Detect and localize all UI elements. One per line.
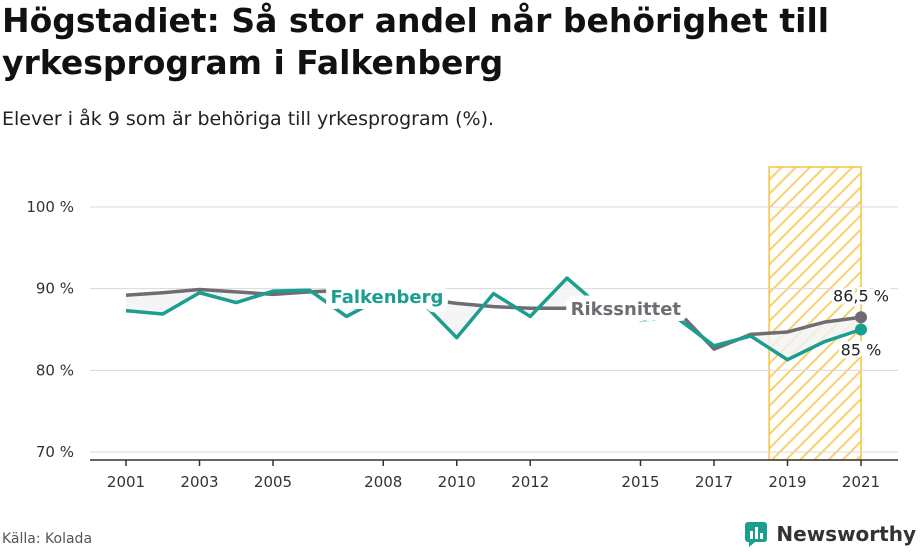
end-value-label: 85 %: [841, 341, 882, 360]
series-line-falkenberg: [125, 276, 862, 362]
grid: [90, 206, 898, 453]
x-tick-label: 2001: [107, 473, 145, 491]
series-lines: [125, 276, 862, 362]
x-tick-label: 2012: [511, 473, 549, 491]
chart-title: Högstadiet: Så stor andel når behörighet…: [2, 1, 830, 82]
end-value-label: 86,5 %: [833, 286, 889, 305]
end-point: [855, 323, 867, 336]
y-tick-label: 70 %: [36, 443, 74, 461]
source-note: Källa: Kolada: [2, 531, 93, 547]
end-points: 86,5 % 85 %: [830, 283, 892, 362]
y-tick-label: 100 %: [26, 198, 74, 216]
x-tick-label: 2008: [364, 473, 402, 491]
x-tick-label: 2017: [695, 473, 733, 491]
newsworthy-logo-icon: [745, 522, 768, 547]
x-tick-label: 2005: [254, 473, 292, 491]
series-label-falkenberg: Falkenberg: [330, 287, 443, 308]
x-tick-label: 2015: [621, 473, 659, 491]
x-tick-label: 2019: [768, 473, 806, 491]
brand-name: Newsworthy: [776, 522, 916, 546]
x-tick-label: 2010: [438, 473, 476, 491]
series-label-rikssnittet: Rikssnittet: [571, 299, 682, 320]
brand-logo: Newsworthy: [744, 521, 916, 547]
highlight-region: [768, 166, 862, 461]
highlight-rect: [768, 166, 862, 461]
x-tick-label: 2021: [842, 473, 880, 491]
end-point: [855, 311, 867, 324]
x-tick-label: 2003: [180, 473, 218, 491]
chart-subtitle: Elever i åk 9 som är behöriga till yrkes…: [2, 108, 495, 130]
y-tick-label: 90 %: [36, 280, 74, 298]
y-tick-label: 80 %: [36, 361, 74, 379]
y-axis: 70 % 80 % 90 % 100 %: [26, 198, 74, 461]
x-axis: 2001 2003 2005 2008 2010 2012 2015 2017 2019 2021: [90, 459, 898, 491]
